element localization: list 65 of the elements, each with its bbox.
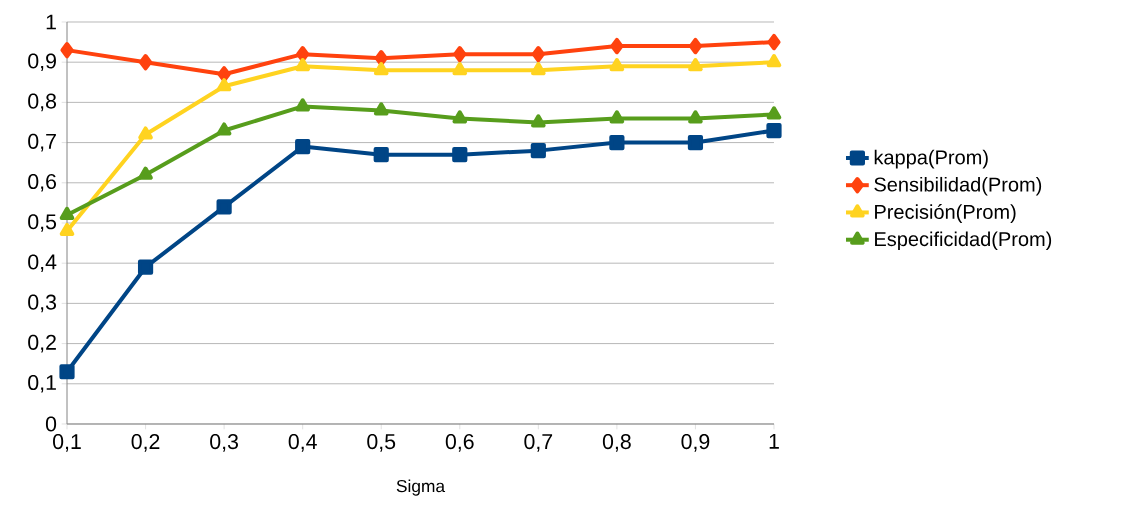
point <box>687 134 704 151</box>
point <box>530 143 546 159</box>
point <box>296 46 310 63</box>
point <box>59 206 75 221</box>
point <box>609 134 625 151</box>
point <box>688 37 703 55</box>
point <box>531 114 546 128</box>
x-axis-title: Sigma <box>396 479 446 496</box>
point <box>766 106 782 120</box>
point <box>217 66 231 83</box>
point <box>59 222 75 237</box>
y-tick-label: 0,8 <box>28 93 57 112</box>
x-tick-label: 0,3 <box>210 434 238 452</box>
point <box>59 364 75 380</box>
point <box>609 110 625 124</box>
x-tick-label: 0,4 <box>288 434 317 452</box>
legend-label: Precisión(Prom) <box>875 204 1016 223</box>
point <box>452 147 468 163</box>
y-tick-label: 0,4 <box>28 254 57 272</box>
point <box>452 62 468 76</box>
point <box>138 126 153 140</box>
point <box>137 259 154 275</box>
y-tick-label: 0,2 <box>28 334 56 353</box>
point <box>453 46 467 63</box>
point <box>295 58 310 72</box>
point <box>138 54 153 71</box>
point <box>767 33 781 51</box>
point <box>216 199 232 215</box>
point <box>373 102 389 116</box>
y-tick-label: 0,7 <box>28 133 56 152</box>
point <box>531 62 546 76</box>
point <box>688 58 703 72</box>
point <box>216 78 232 92</box>
y-tick-label: 1 <box>46 14 56 30</box>
point <box>531 46 545 63</box>
point <box>766 122 782 139</box>
point <box>295 98 310 112</box>
x-tick-label: 0,6 <box>445 434 474 452</box>
point <box>60 41 74 59</box>
point <box>373 62 389 76</box>
y-tick-label: 0,3 <box>28 294 57 313</box>
y-tick-label: 0,1 <box>28 374 56 393</box>
point <box>138 166 153 180</box>
point <box>609 58 625 72</box>
y-tick-label: 0,9 <box>28 53 56 71</box>
point <box>688 110 703 124</box>
point <box>216 122 232 136</box>
point <box>295 139 311 155</box>
x-tick-label: 1 <box>769 434 779 449</box>
y-tick-label: 0,5 <box>28 214 57 232</box>
point <box>766 54 782 68</box>
x-tick-label: 0,2 <box>131 434 160 452</box>
point <box>374 50 388 67</box>
legend-label: Especificidad(Prom) <box>875 231 1052 251</box>
x-tick-label: 0,5 <box>367 434 396 452</box>
point <box>452 110 468 124</box>
x-tick-label: 0,8 <box>602 434 631 452</box>
legend-label: Sensibilidad(Prom) <box>874 176 1042 196</box>
x-tick-label: 0,7 <box>524 434 553 452</box>
y-tick-label: 0,6 <box>28 173 57 192</box>
x-tick-label: 0,9 <box>681 434 710 452</box>
point <box>610 37 624 55</box>
y-tick-label: 0 <box>45 416 57 432</box>
legend-label: kappa(Prom) <box>874 149 988 169</box>
point <box>373 147 389 163</box>
